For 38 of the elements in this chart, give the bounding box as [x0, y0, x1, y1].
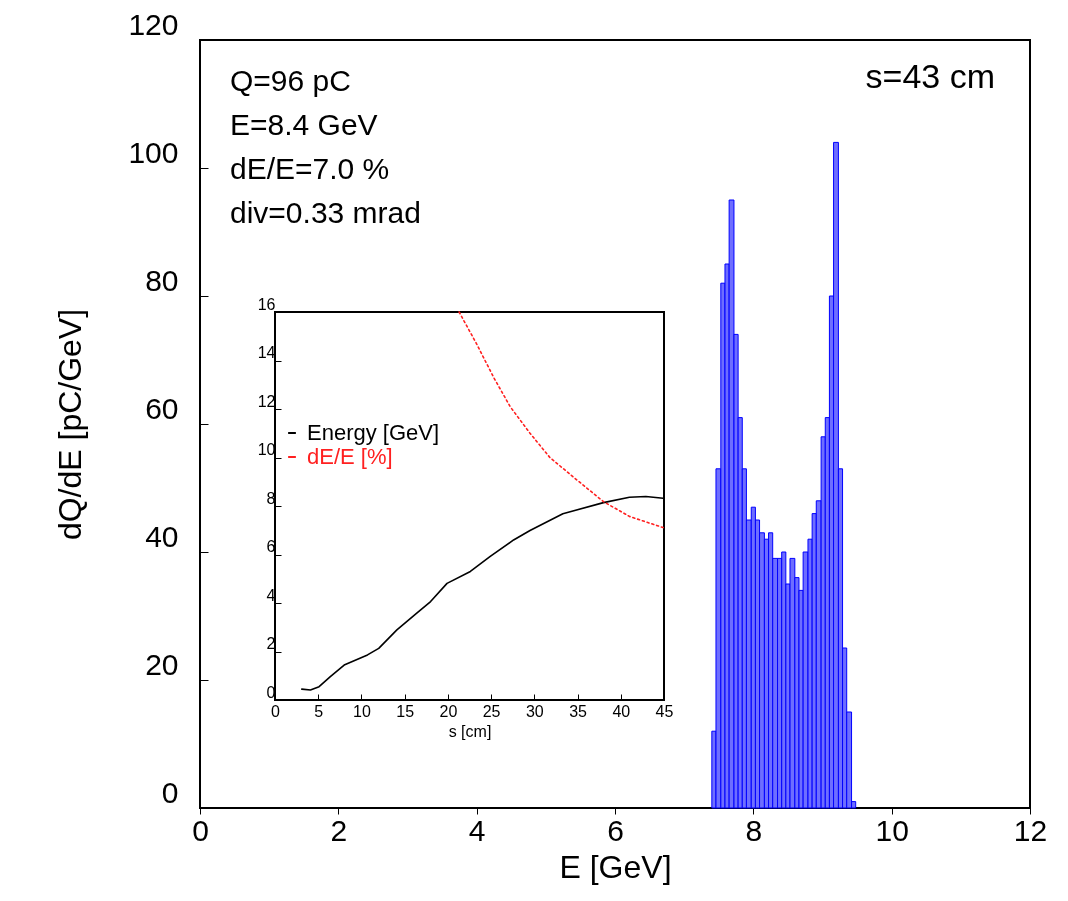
- x-tick-label: 6: [607, 813, 624, 847]
- x-tick-label: 12: [1013, 813, 1048, 847]
- y-tick-label: 40: [145, 519, 179, 553]
- y-tick-label: 12: [257, 392, 276, 410]
- annotation: div=0.33 mrad: [230, 196, 421, 229]
- x-tick-label: 2: [330, 813, 348, 847]
- x-tick-label: 10: [875, 813, 909, 847]
- annotation: dE/E=7.0 %: [230, 152, 390, 185]
- y-tick-label: 120: [128, 7, 179, 41]
- legend-label: Energy [GeV]: [307, 420, 440, 445]
- x-tick-label: 5: [314, 702, 324, 720]
- y-tick-label: 0: [161, 775, 179, 809]
- x-tick-label: 40: [612, 702, 631, 720]
- legend-label: dE/E [%]: [307, 444, 393, 469]
- x-tick-label: 25: [482, 702, 501, 720]
- y-tick-label: 60: [145, 391, 179, 425]
- x-tick-label: 35: [569, 702, 588, 720]
- x-axis-title: s [cm]: [448, 722, 492, 740]
- y-tick-label: 14: [257, 344, 276, 361]
- x-tick-label: 0: [192, 813, 209, 847]
- x-tick-label: 15: [396, 702, 415, 720]
- x-tick-label: 45: [655, 702, 674, 720]
- annotation: Q=96 pC: [230, 64, 351, 97]
- x-tick-label: 20: [439, 702, 458, 720]
- annotation: E=8.4 GeV: [230, 108, 378, 141]
- y-tick-label: 16: [257, 295, 276, 313]
- x-tick-label: 10: [353, 702, 371, 720]
- x-tick-label: 30: [525, 702, 544, 720]
- y-tick-label: 2: [266, 635, 276, 652]
- y-tick-label: 20: [145, 647, 179, 681]
- y-tick-label: 80: [145, 263, 179, 297]
- y-tick-label: 100: [128, 135, 179, 169]
- x-tick-label: 8: [745, 813, 763, 847]
- x-axis-title: E [GeV]: [559, 848, 672, 885]
- y-tick-label: 4: [266, 586, 276, 604]
- x-tick-label: 4: [468, 813, 486, 847]
- y-axis-title: dQ/dE [pC/GeV]: [52, 308, 89, 541]
- annotation: s=43 cm: [865, 57, 995, 95]
